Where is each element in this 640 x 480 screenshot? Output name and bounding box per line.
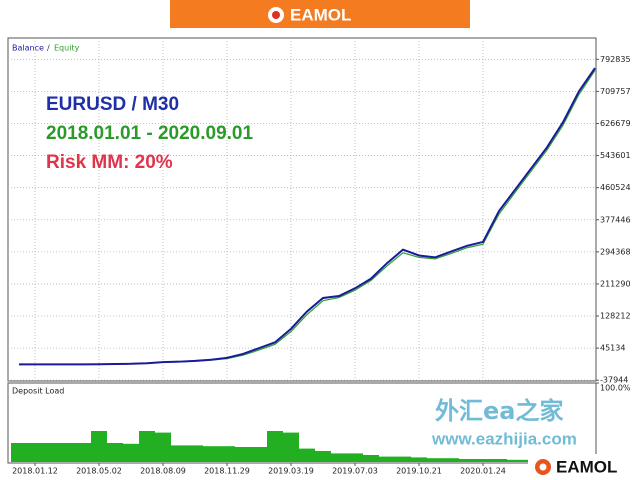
load-bar bbox=[11, 443, 27, 462]
y-tick-label: 792835 bbox=[600, 55, 631, 64]
watermark-url: www.eazhijia.com bbox=[431, 429, 577, 448]
y-tick-label: 460524 bbox=[600, 183, 631, 192]
load-bar bbox=[235, 447, 251, 462]
banner bbox=[170, 0, 470, 28]
load-bar bbox=[267, 431, 283, 462]
load-bars bbox=[11, 431, 603, 462]
load-bar bbox=[315, 451, 331, 462]
load-title: Deposit Load bbox=[12, 387, 64, 396]
load-bar bbox=[475, 459, 491, 462]
load-bar bbox=[139, 431, 155, 462]
x-tick-label: 2018.11.29 bbox=[204, 467, 250, 476]
legend-equity: Equity bbox=[54, 44, 80, 53]
lines bbox=[19, 67, 596, 366]
y-tick-label: 709757 bbox=[600, 87, 631, 96]
load-bar bbox=[347, 453, 363, 462]
load-bar bbox=[91, 431, 107, 462]
load-bar bbox=[395, 456, 411, 462]
y-tick-label: 100.0% bbox=[600, 384, 631, 393]
x-tick-label: 2018.01.12 bbox=[12, 467, 58, 476]
y-tick-label: 45134 bbox=[600, 344, 625, 353]
load-bar bbox=[443, 458, 459, 462]
x-tick-label: 2018.05.02 bbox=[76, 467, 122, 476]
load-bar bbox=[507, 459, 523, 462]
load-bar bbox=[331, 453, 347, 462]
grid bbox=[8, 38, 596, 381]
load-bar bbox=[203, 446, 219, 462]
annotation: EURUSD / M30 bbox=[46, 94, 179, 115]
load-bar bbox=[283, 432, 299, 462]
y-tick-label: 377446 bbox=[600, 215, 631, 224]
load-bar bbox=[379, 456, 395, 462]
x-tick-label: 2018.08.09 bbox=[140, 467, 186, 476]
load-bar bbox=[27, 443, 43, 462]
load-bar bbox=[411, 457, 427, 462]
load-bar bbox=[107, 443, 123, 462]
annotation: 2018.01.01 - 2020.09.01 bbox=[46, 123, 254, 144]
load-bar bbox=[43, 443, 59, 462]
x-tick-label: 2019.10.21 bbox=[396, 467, 442, 476]
load-bar bbox=[59, 443, 75, 462]
y-tick-label: 211290 bbox=[600, 279, 631, 288]
load-bar bbox=[219, 446, 235, 462]
load-bar bbox=[491, 459, 507, 462]
series-line bbox=[19, 67, 596, 366]
load-bar bbox=[75, 443, 91, 462]
load-bar bbox=[459, 459, 475, 462]
load-bar bbox=[187, 445, 203, 462]
annotation: Risk MM: 20% bbox=[46, 152, 173, 173]
logo-icon-dot bbox=[272, 11, 280, 19]
load-bar bbox=[363, 455, 379, 462]
x-tick-label: 2019.03.19 bbox=[268, 467, 314, 476]
load-bar bbox=[123, 443, 139, 462]
banner-logo: EAMOL bbox=[290, 5, 351, 24]
y-tick-label: 128212 bbox=[600, 312, 631, 321]
legend-balance: Balance bbox=[12, 44, 44, 53]
y-tick-label: -37944 bbox=[600, 376, 628, 385]
legend-separator: / bbox=[47, 44, 50, 53]
y-tick-label: 294368 bbox=[600, 247, 631, 256]
footer-logo: EAMOL bbox=[556, 457, 617, 476]
y-tick-label: 626679 bbox=[600, 119, 631, 128]
load-bar bbox=[155, 432, 171, 462]
watermark-title: 外汇ea之家 bbox=[435, 397, 563, 425]
load-bar bbox=[251, 447, 267, 462]
y-tick-label: 543601 bbox=[600, 151, 631, 160]
main-panel bbox=[7, 37, 597, 382]
footer-logo-dot bbox=[539, 463, 547, 471]
x-tick-label: 2020.01.24 bbox=[460, 467, 506, 476]
load-bar bbox=[427, 458, 443, 462]
load-bar bbox=[171, 445, 187, 462]
x-tick-label: 2019.07.03 bbox=[332, 467, 378, 476]
load-bar bbox=[299, 448, 315, 462]
